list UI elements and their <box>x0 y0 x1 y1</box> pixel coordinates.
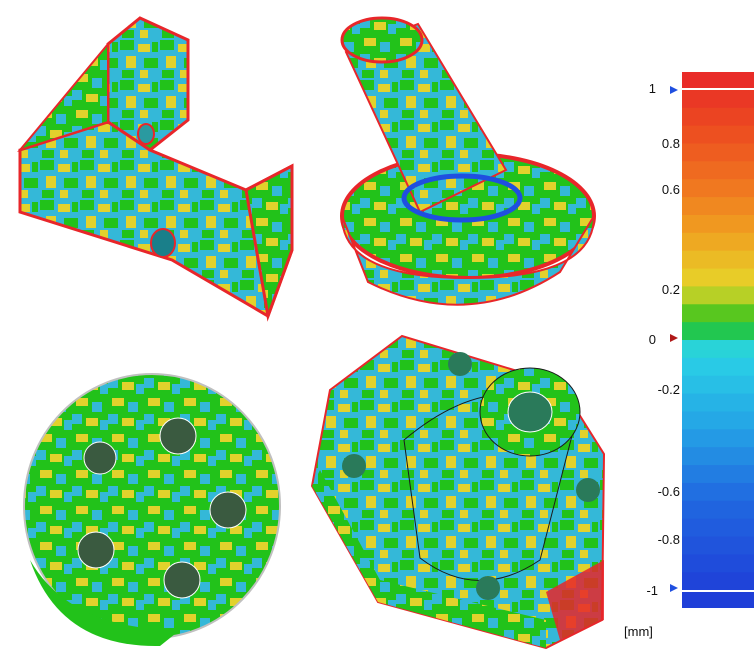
upper-limit-marker-icon <box>670 86 678 94</box>
color-band <box>682 590 754 608</box>
color-band <box>682 215 754 233</box>
flange-hole-2 <box>342 454 366 478</box>
color-band <box>682 322 754 340</box>
bracket-hole <box>151 229 175 257</box>
marker-arrows <box>664 84 682 604</box>
color-band <box>682 233 754 251</box>
color-band <box>682 501 754 519</box>
color-band <box>682 90 754 108</box>
disk-hole-4 <box>164 562 200 598</box>
color-band <box>682 286 754 304</box>
color-band <box>682 126 754 144</box>
shaft-top-face <box>342 18 422 62</box>
color-band <box>682 143 754 161</box>
color-band <box>682 376 754 394</box>
color-band <box>682 358 754 376</box>
zero-marker-icon <box>670 334 678 342</box>
color-band <box>682 554 754 572</box>
unit-label: [mm] <box>624 624 653 639</box>
color-band <box>682 179 754 197</box>
disk-hole-3 <box>78 532 114 568</box>
color-band <box>682 304 754 322</box>
color-band <box>682 483 754 501</box>
color-band <box>682 340 754 358</box>
color-band <box>682 537 754 555</box>
color-band <box>682 72 754 90</box>
color-scale-bar <box>682 72 754 608</box>
disk-hole-1 <box>160 418 196 454</box>
color-band <box>682 269 754 287</box>
color-band <box>682 465 754 483</box>
l-bracket-part <box>20 18 292 316</box>
lower-limit-marker-icon <box>670 584 678 592</box>
flange-hole-1 <box>448 352 472 376</box>
tick-label-1: 1 <box>616 81 656 96</box>
tick-label-neg-1: -1 <box>618 583 658 598</box>
boss-flange-part <box>312 336 604 648</box>
color-band <box>682 447 754 465</box>
flange-hole-4 <box>476 576 500 600</box>
color-band <box>682 519 754 537</box>
boss-bore <box>508 392 552 432</box>
color-band <box>682 394 754 412</box>
color-band <box>682 572 754 590</box>
bracket-hole-upper <box>138 124 154 144</box>
color-band <box>682 197 754 215</box>
disk-hole-2 <box>210 492 246 528</box>
color-band <box>682 251 754 269</box>
color-band <box>682 161 754 179</box>
flange-hole-3 <box>576 478 600 502</box>
tick-label-0: 0 <box>616 332 656 347</box>
shaft-flange-part <box>342 18 594 305</box>
disk-hole-5 <box>84 442 116 474</box>
color-band <box>682 108 754 126</box>
color-band <box>682 411 754 429</box>
perforated-disk-part <box>24 374 280 646</box>
color-band <box>682 429 754 447</box>
